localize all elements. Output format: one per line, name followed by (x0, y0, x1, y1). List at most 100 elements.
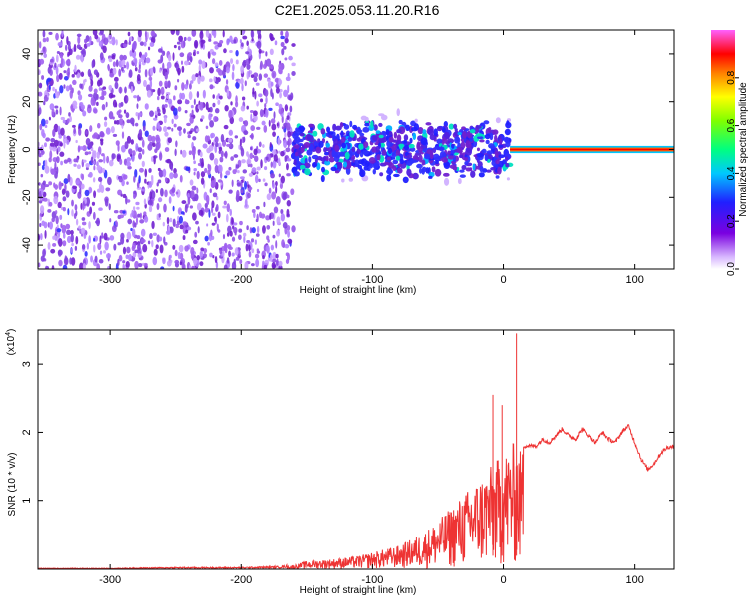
spectrogram-cell (60, 127, 65, 136)
spectrogram-cell (144, 130, 149, 137)
spectrogram-cell (125, 112, 130, 119)
spectrogram-cell (265, 51, 268, 57)
spectrogram-cell (120, 145, 126, 153)
spectrogram-cell (118, 109, 122, 113)
top-ylabel: Frequency (Hz) (7, 115, 18, 184)
spectrogram-cell (453, 123, 458, 130)
spectrogram-cell (280, 213, 286, 222)
spectrogram-cell (248, 251, 252, 258)
spectrogram-cell (258, 73, 263, 81)
spectrogram-cell (284, 244, 290, 249)
spectrogram-cell (55, 210, 58, 215)
spectrogram-cell (122, 193, 127, 199)
spectrogram-cell (162, 257, 166, 265)
spectrogram-cell (505, 155, 509, 162)
spectrogram-cell (52, 128, 56, 138)
spectrogram-cell (324, 160, 331, 166)
spectrogram-cell (195, 128, 200, 132)
spectrogram-cell (55, 109, 59, 115)
spectrogram-cell (166, 95, 170, 99)
spectrogram-cell (264, 89, 269, 97)
spectrogram-cell (300, 146, 305, 153)
spectrogram-cell (171, 118, 174, 125)
spectrogram-cell (122, 263, 125, 269)
spectrogram-cell (44, 229, 47, 239)
spectrogram-cell (112, 133, 118, 137)
spectrogram-cell (45, 266, 50, 269)
spectrogram-cell (122, 246, 127, 255)
spectrogram-cell (397, 163, 403, 168)
spectrogram-cell (339, 122, 344, 128)
spectrogram-cell (157, 108, 161, 114)
spectrogram-cell (132, 122, 135, 127)
spectrogram-cell (79, 83, 83, 89)
spectrogram-cell (38, 68, 41, 76)
spectrogram-cell (251, 208, 256, 213)
spectrogram-cell (141, 139, 145, 148)
spectrogram-cell (287, 84, 290, 94)
spectrogram-cell (39, 58, 45, 65)
spectrogram-cell (126, 61, 130, 70)
spectrogram-cell (209, 120, 215, 128)
spectrogram-cell (204, 235, 209, 242)
spectrogram-cell (142, 243, 148, 253)
spectrogram-cell (45, 119, 49, 125)
spectrogram-cell (180, 149, 183, 155)
bottom-xtick-label: -200 (230, 574, 252, 586)
spectrogram-cell (42, 46, 46, 53)
spectrogram-cell (434, 146, 441, 150)
spectrogram-cell (183, 40, 186, 48)
spectrogram-cell (184, 245, 189, 252)
spectrogram-cell (186, 226, 192, 231)
spectrogram-cell (225, 79, 229, 85)
spectrogram-cell (190, 80, 194, 84)
spectrogram-cell (268, 187, 272, 194)
spectrogram-cell (398, 143, 405, 148)
spectrogram-cell (122, 54, 127, 61)
spectrogram-cell (253, 110, 258, 117)
spectrogram-cell (231, 252, 235, 257)
spectrogram-cell (57, 249, 63, 256)
spectrogram-cell (385, 129, 390, 135)
spectrogram-cell (264, 166, 268, 171)
spectrogram-cell (311, 154, 319, 160)
spectrogram-cell (102, 45, 107, 54)
spectrogram-cell (229, 230, 233, 237)
spectrogram-cell (223, 124, 229, 130)
spectrogram-cell (44, 159, 48, 168)
spectrogram-cell (124, 141, 129, 150)
spectrogram-cell (499, 138, 503, 145)
spectrogram-cell (469, 129, 476, 134)
spectrogram-cell (159, 244, 164, 254)
spectrogram-cell (240, 77, 244, 85)
spectrogram-cell (120, 101, 124, 107)
spectrogram-cell (378, 134, 384, 139)
spectrogram-cell (54, 105, 59, 109)
spectrogram-cell (359, 132, 365, 137)
spectrogram-cell (426, 149, 433, 155)
spectrogram-cell (58, 72, 63, 80)
spectrogram-cell (459, 174, 466, 178)
spectrogram-cell (52, 243, 57, 247)
colorbar-label: Normalized spectral amplitude (738, 82, 749, 217)
spectrogram-cell (147, 46, 151, 51)
spectrogram-cell (247, 192, 251, 199)
spectrogram-cell (438, 146, 445, 152)
spectrogram-cell (81, 221, 87, 226)
spectrogram-cell (76, 164, 81, 170)
spectrogram-cell (409, 137, 413, 144)
spectrogram-cell (109, 40, 113, 44)
spectrogram-cell (280, 30, 284, 36)
spectrogram-cell (49, 142, 55, 147)
spectrogram-cell (103, 121, 108, 128)
spectrogram-cell (281, 48, 285, 56)
spectrogram-cell (428, 175, 433, 179)
spectrogram-cell (290, 188, 295, 196)
spectrogram-cell (228, 129, 233, 136)
spectrogram-cell (63, 84, 66, 89)
spectrogram-cell (204, 207, 209, 213)
spectrogram-cell (402, 176, 409, 184)
spectrogram-cell (92, 177, 96, 183)
spectrogram-cell (93, 190, 97, 199)
spectrogram-cell (379, 142, 386, 148)
